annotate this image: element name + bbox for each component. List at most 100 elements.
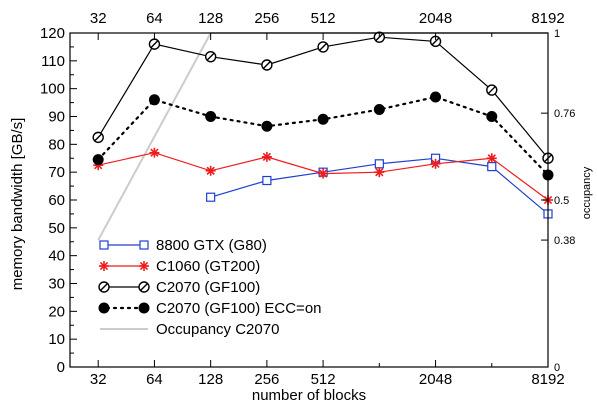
series-3-point: [92, 154, 104, 166]
series-0-point-part: [487, 162, 497, 172]
x-tick-label-top: 32: [90, 10, 107, 27]
y-axis-title: memory bandwidth [GB/s]: [9, 118, 26, 291]
legend-marker-3: [138, 302, 150, 314]
series-2-point: [317, 41, 329, 53]
legend-marker-3-part: [138, 302, 150, 314]
y-tick-label: 120: [40, 25, 65, 42]
legend-marker-3: [98, 302, 110, 314]
legend-marker-1-part: [99, 261, 109, 271]
series-2-point: [261, 59, 273, 71]
series-2-point-part: [487, 86, 496, 95]
series-0-point: [374, 159, 384, 169]
occupancy-layer: [97, 32, 548, 241]
legend-marker-0: [99, 240, 109, 250]
legend-marker-1-part: [139, 261, 149, 271]
legend-marker-3-part: [98, 302, 110, 314]
y2-tick-label: 0: [554, 362, 560, 374]
series-0-point: [206, 192, 216, 202]
series-2-point: [373, 31, 386, 43]
legend-label-4: Occupancy C2070: [156, 321, 279, 338]
series-3-point: [373, 104, 385, 116]
y-tick-label: 50: [48, 220, 65, 237]
series-1-point: [261, 151, 272, 162]
series-4-line: [97, 32, 548, 241]
y-tick-label: 40: [48, 248, 65, 265]
series-2-point-part: [206, 52, 215, 61]
x-tick-label-top: 256: [254, 10, 279, 27]
legend-label-1: C1060 (GT200): [156, 258, 260, 275]
series-1-point: [430, 158, 441, 169]
y-tick-label: 60: [48, 192, 65, 209]
series-1-point-part: [375, 168, 384, 177]
series-1-point-part: [206, 166, 215, 175]
series-2-point-part: [431, 37, 440, 46]
x-tick-label-bottom: 64: [146, 371, 163, 388]
y2-tick-label: 0.5: [554, 195, 569, 207]
y2-tick-label: 1: [554, 28, 560, 40]
series-3-line: [97, 95, 550, 177]
series-0-point-part: [262, 175, 272, 186]
series-3-point: [486, 111, 498, 122]
series-3-point: [261, 120, 273, 132]
series-2-line: [97, 36, 549, 159]
y2-tick-label: 0.38: [554, 235, 575, 247]
legend-label-3: C2070 (GF100) ECC=on: [156, 300, 322, 317]
x-tick-label-bottom: 128: [198, 371, 223, 388]
legend-marker-1: [99, 261, 109, 271]
y-tick-label: 10: [48, 331, 65, 348]
series-1-point: [205, 165, 216, 176]
y2-axis-title: occupancy: [581, 166, 593, 219]
legend-marker-0-part: [99, 240, 109, 250]
x-tick-label-top: 8192: [531, 10, 564, 27]
x-tick-label-bottom: 512: [311, 371, 336, 388]
series-3-point-part: [148, 94, 160, 106]
legend: 8800 GTX (G80) C1060 (GT200) C2070 (GF100)…: [98, 237, 322, 338]
y-tick-label: 100: [40, 81, 65, 98]
legend-marker-1: [139, 261, 149, 271]
series-2-point-part: [375, 33, 384, 42]
series-1-point: [374, 167, 385, 178]
y-tick-label: 20: [48, 303, 65, 320]
y-tick-label: 80: [48, 136, 65, 153]
x-tick-label-bottom: 32: [90, 371, 107, 388]
series-3-point-part: [373, 104, 385, 116]
series-3-point-part: [486, 111, 498, 122]
y-tick-label: 110: [41, 53, 65, 70]
series-1-point-part: [150, 148, 159, 157]
series-3-point: [317, 113, 329, 125]
series-0-point: [487, 162, 497, 172]
legend-marker-0: [139, 240, 149, 250]
x-axis-title: number of blocks: [252, 387, 366, 404]
series-3-point-part: [92, 154, 104, 166]
series-2-point: [92, 131, 104, 144]
series-0-point-part: [206, 192, 216, 202]
y-tick-label: 90: [48, 109, 65, 126]
legend-label-0: 8800 GTX (G80): [156, 237, 267, 254]
y-tick-label: 0: [57, 359, 65, 376]
series-2-point: [148, 38, 161, 50]
legend-marker-0-part: [139, 240, 149, 250]
x-tick-label-bottom: 256: [254, 371, 279, 388]
series-2-point-part: [150, 40, 159, 49]
legend-marker-2: [98, 281, 110, 293]
series-1-point-part: [262, 152, 272, 162]
series-3-point: [430, 91, 442, 103]
legend-label-2: C2070 (GF100): [156, 279, 260, 296]
legend-marker-2-part: [140, 283, 148, 291]
series-2-point: [204, 50, 217, 63]
series-layer: [92, 31, 554, 219]
series-3-point-part: [261, 120, 273, 132]
y2-tick-label: 0.76: [554, 108, 575, 120]
series-3-point-part: [430, 91, 442, 103]
series-1-point-part: [487, 154, 496, 163]
series-1-point-part: [431, 159, 440, 168]
x-tick-label-bottom: 2048: [419, 371, 452, 388]
legend-marker-2: [138, 281, 150, 293]
x-tick-label-top: 64: [146, 10, 163, 27]
series-3-point: [148, 94, 160, 106]
series-3-point: [205, 111, 217, 122]
x-tick-label-top: 512: [311, 10, 336, 27]
x-tick-label-top: 128: [198, 10, 223, 27]
series-3-point-part: [317, 113, 329, 125]
